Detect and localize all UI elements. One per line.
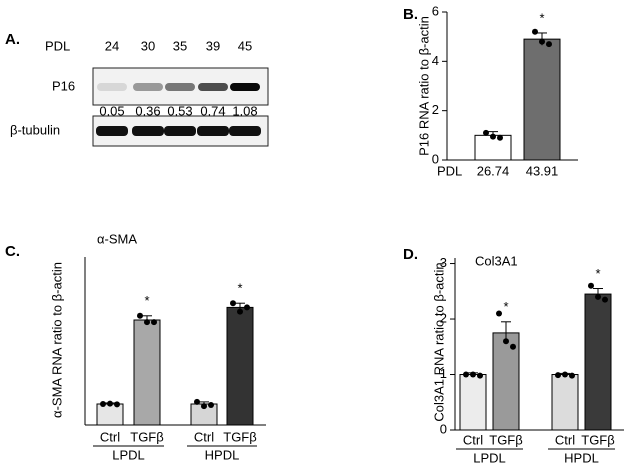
data-point	[100, 401, 106, 407]
data-point	[201, 403, 207, 410]
bar	[226, 306, 254, 426]
panel-label: A.	[5, 31, 20, 48]
data-point	[496, 310, 502, 317]
data-point	[470, 371, 476, 378]
quantification: 0.36	[135, 103, 160, 118]
data-point	[483, 129, 489, 136]
x-tick-label: Ctrl	[100, 429, 120, 444]
y-tick-label: 1	[440, 366, 447, 381]
tubulin-band	[132, 126, 164, 136]
data-point	[497, 134, 503, 141]
x-tick-label: Ctrl	[194, 429, 214, 444]
x-tick-label: 43.91	[526, 163, 559, 178]
significance: *	[144, 293, 149, 308]
lane-label: 30	[141, 38, 155, 53]
significance: *	[237, 281, 242, 296]
p16-band	[230, 83, 260, 91]
group-label: LPDL	[473, 450, 506, 465]
quantification: 0.53	[167, 103, 192, 118]
lane-label: 39	[206, 38, 220, 53]
x-tick-label: TGFβ	[223, 429, 256, 444]
chart-title: Col3A1	[475, 253, 518, 268]
data-point	[490, 133, 496, 140]
significance: *	[539, 10, 544, 25]
panel-label: D.	[403, 246, 418, 263]
data-point	[114, 401, 120, 408]
significance: *	[595, 266, 600, 281]
x-tick-label: TGFβ	[130, 429, 163, 444]
x-tick-label: 26.74	[477, 163, 510, 178]
data-point	[230, 300, 236, 307]
data-point	[208, 402, 214, 409]
quantification: 0.05	[99, 103, 124, 118]
data-point	[555, 372, 561, 379]
lane-label: 45	[238, 38, 252, 53]
y-tick-label: 2	[440, 310, 447, 325]
tubulin-band	[96, 126, 128, 136]
y-tick-label: 6	[432, 3, 439, 18]
data-point	[137, 312, 143, 319]
data-point	[237, 308, 243, 315]
x-tick-label: TGFβ	[581, 432, 614, 447]
data-point	[463, 371, 469, 378]
data-point	[539, 38, 545, 45]
bar	[523, 38, 561, 161]
y-tick-label: 0	[440, 421, 447, 436]
quantification: 1.08	[232, 103, 257, 118]
bar	[96, 403, 124, 426]
blot-row-label: P16	[52, 78, 75, 93]
data-point	[546, 41, 552, 48]
lane-label: 35	[173, 38, 187, 53]
data-point	[107, 400, 113, 407]
quantification: 0.74	[200, 103, 225, 118]
panel-label: C.	[5, 243, 20, 260]
chart-title: α-SMA	[97, 231, 137, 246]
data-point	[602, 296, 608, 303]
data-point	[595, 293, 601, 300]
p16-band	[165, 83, 195, 91]
y-axis-label: P16 RNA ratio to β-actin	[416, 16, 431, 156]
data-point	[569, 372, 575, 379]
panel-label: B.	[403, 6, 418, 23]
lane-label: 24	[105, 38, 119, 53]
tubulin-band	[229, 126, 261, 136]
data-point	[244, 304, 250, 311]
significance: *	[503, 299, 508, 314]
data-point	[144, 319, 150, 326]
data-point	[510, 343, 516, 350]
blot-header: PDL	[45, 38, 70, 53]
data-point	[194, 398, 200, 405]
y-tick-label: 3	[440, 255, 447, 270]
group-label: HPDL	[564, 450, 599, 465]
bar	[551, 374, 579, 431]
group-label: LPDL	[112, 447, 145, 462]
data-point	[477, 372, 483, 379]
data-point	[151, 319, 157, 326]
p16-band	[133, 83, 163, 91]
bar	[584, 293, 612, 431]
x-axis-label: PDL	[437, 163, 462, 178]
bar	[133, 319, 161, 426]
bar	[459, 374, 487, 431]
tubulin-band	[197, 126, 229, 136]
p16-band	[97, 83, 127, 91]
data-point	[588, 282, 594, 289]
group-label: HPDL	[205, 447, 240, 462]
x-tick-label: Ctrl	[463, 432, 483, 447]
data-point	[532, 28, 538, 35]
x-tick-label: TGFβ	[489, 432, 522, 447]
y-axis-label: Col3A1 RNA ratio to β-actin	[431, 262, 446, 421]
p16-band	[198, 83, 228, 91]
x-tick-label: Ctrl	[555, 432, 575, 447]
y-tick-label: 0	[432, 151, 439, 166]
blot-row-label: β-tubulin	[10, 122, 60, 137]
y-tick-label: 4	[432, 53, 439, 68]
data-point	[503, 338, 509, 345]
data-point	[562, 371, 568, 378]
y-tick-label: 2	[432, 102, 439, 117]
tubulin-band	[164, 126, 196, 136]
y-axis-label: α-SMA RNA ratio to β-actin	[49, 262, 64, 418]
